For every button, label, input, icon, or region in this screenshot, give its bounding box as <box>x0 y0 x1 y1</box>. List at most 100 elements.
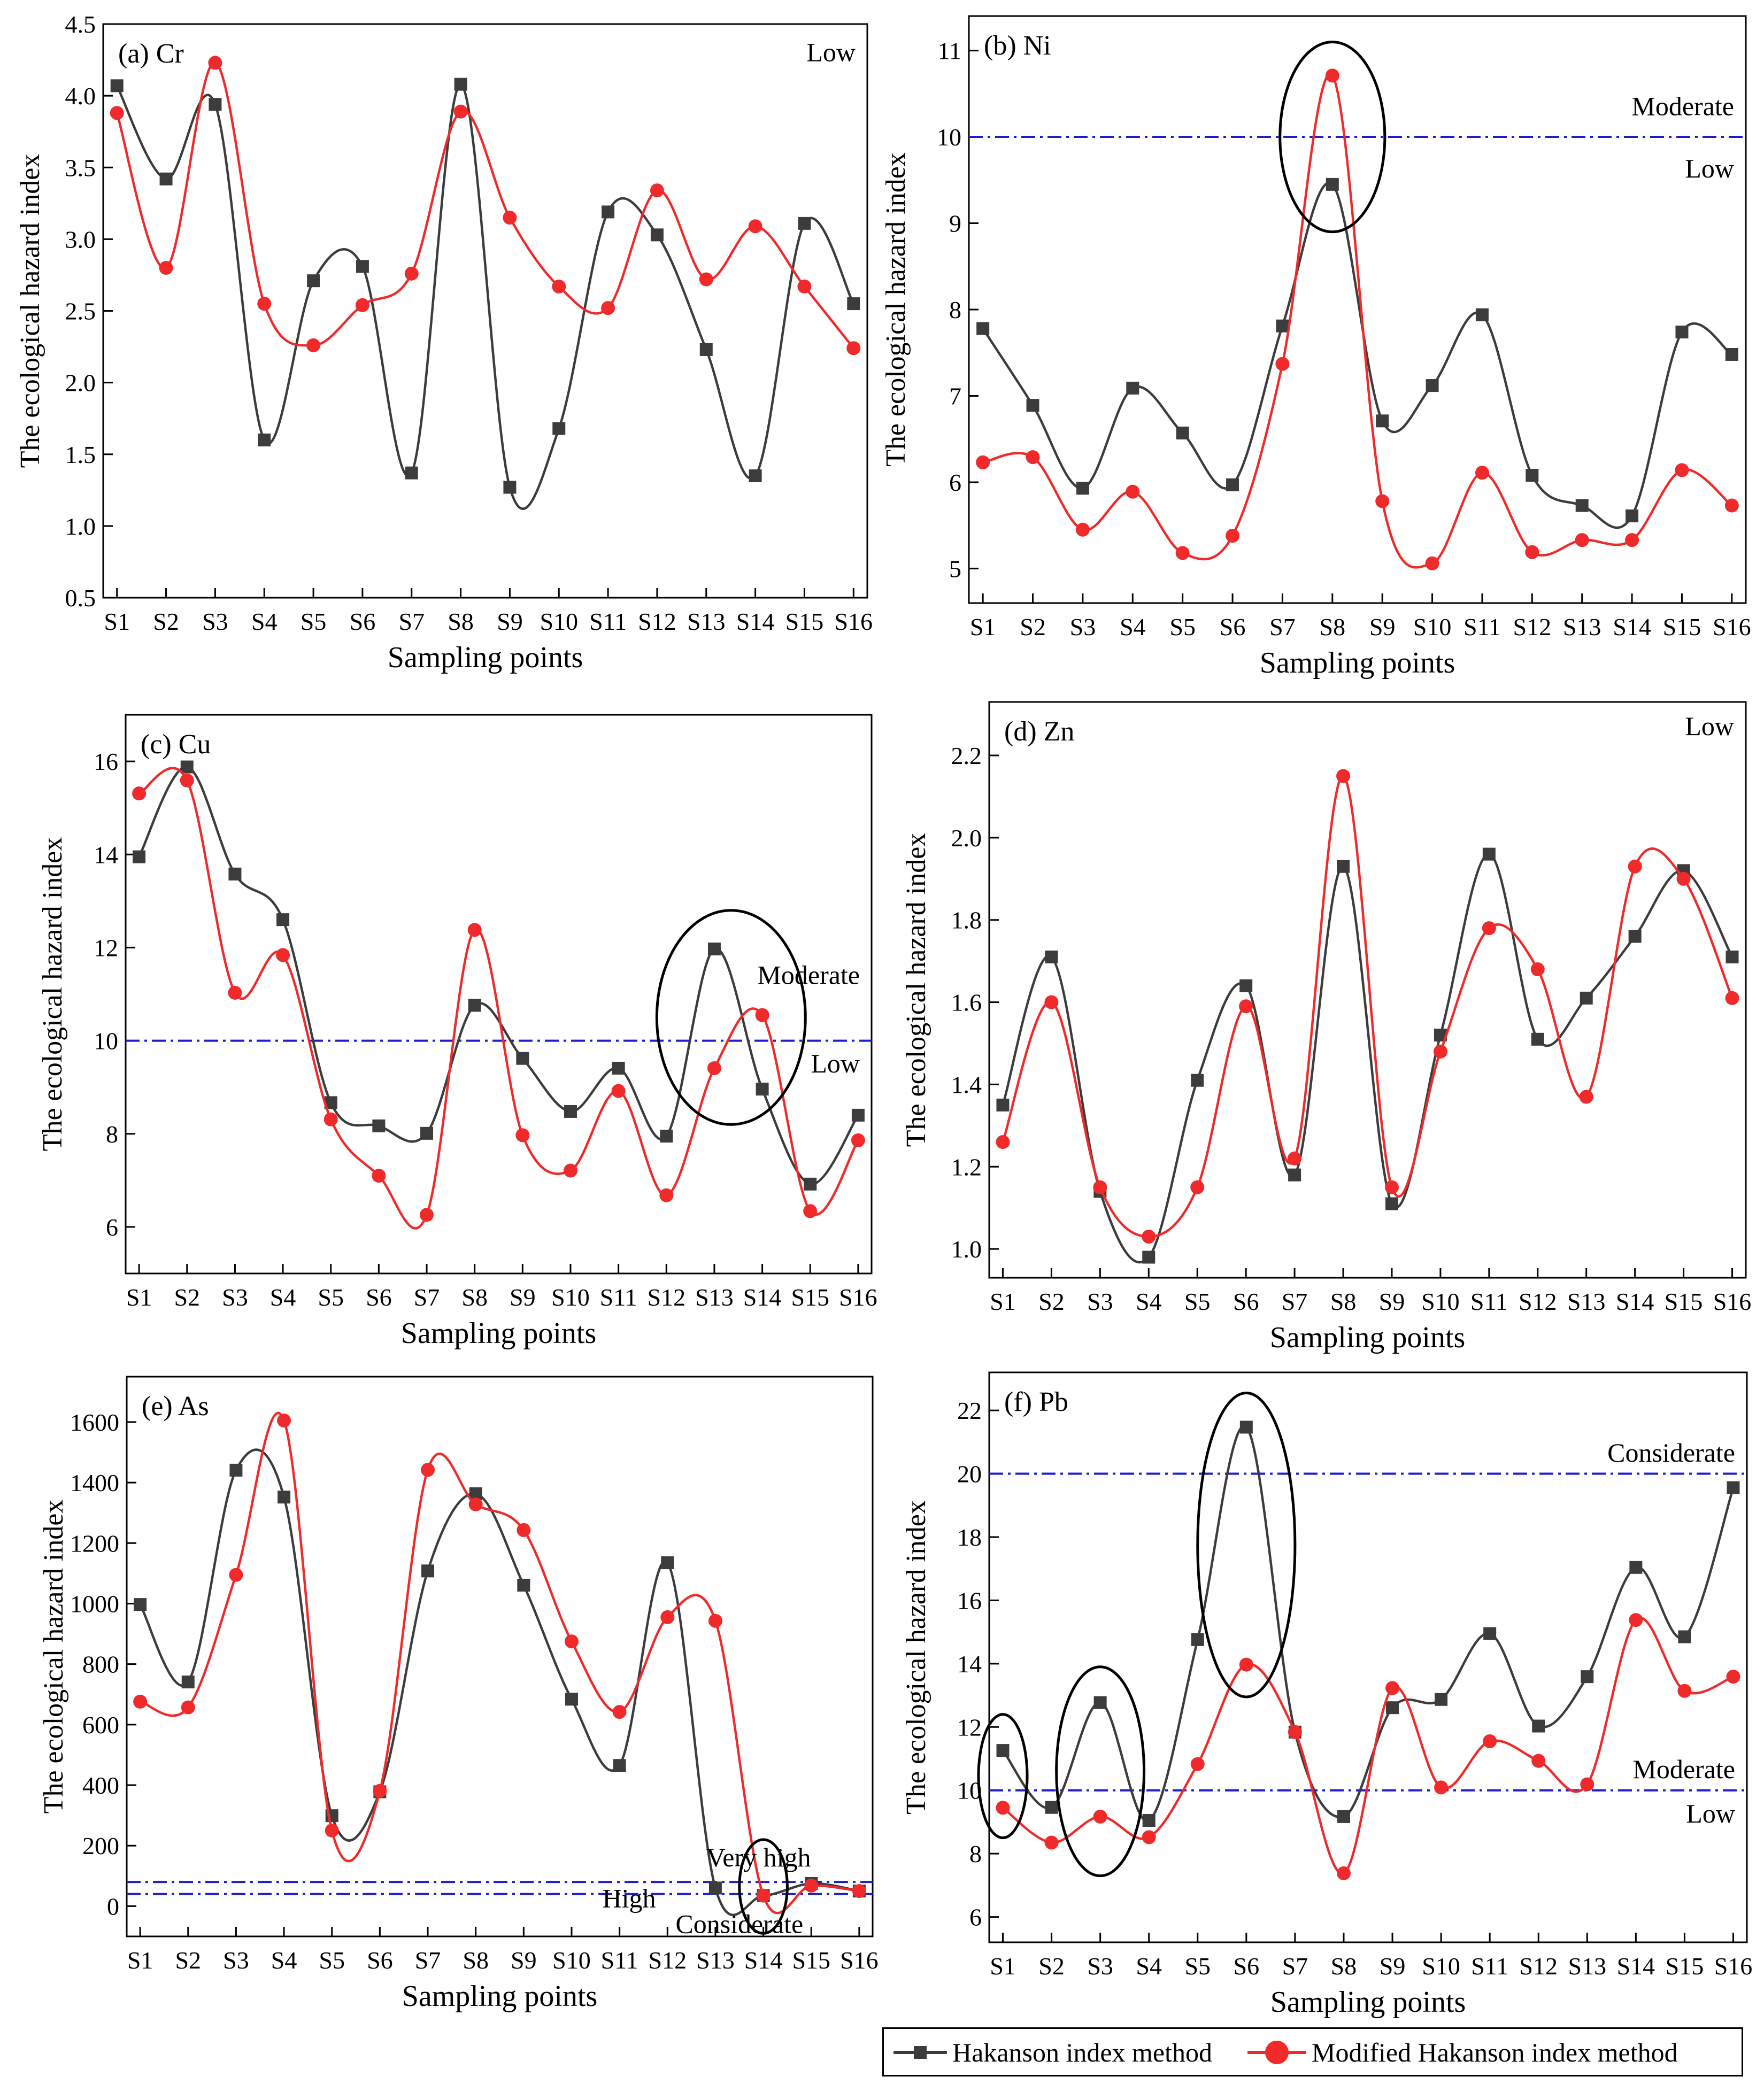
hakanson-point-s13 <box>1575 499 1589 512</box>
level-label-low: Low <box>1685 711 1734 741</box>
modified-point-s3 <box>208 56 222 70</box>
modified-point-s5 <box>306 338 321 352</box>
modified-point-s8 <box>1336 769 1351 783</box>
hakanson-point-s11 <box>612 1061 625 1075</box>
modified-point-s15 <box>1676 871 1691 886</box>
modified-point-s8 <box>453 104 468 119</box>
hakanson-point-s1 <box>134 1598 147 1611</box>
modified-point-s12 <box>659 1188 674 1202</box>
y-tick-label: 3.5 <box>65 154 96 181</box>
modified-point-s15 <box>797 279 812 294</box>
y-axis-title: The ecological hazard index <box>38 1500 69 1814</box>
hakanson-point-s13 <box>707 943 721 956</box>
hakanson-point-s9 <box>516 1052 529 1065</box>
modified-point-s1 <box>132 786 147 801</box>
y-tick-label: 1.8 <box>951 907 982 934</box>
modified-point-s14 <box>748 219 762 234</box>
x-tick-label-s3: S3 <box>202 608 228 635</box>
x-tick-label-s8: S8 <box>1320 613 1346 640</box>
hakanson-point-s1 <box>996 1744 1010 1757</box>
hakanson-point-s12 <box>650 228 664 242</box>
modified-point-s5 <box>1190 1180 1205 1194</box>
y-tick-label: 0 <box>107 1893 119 1920</box>
panel-a-cr-chart: 0.5 1.0 1.5 2.0 2.5 3.0 3.5 4.0 4.5 S1 S2 S3 S4 S5 S6 S… <box>15 11 873 674</box>
modified-point-s7 <box>1288 1151 1302 1165</box>
modified-series-line <box>138 767 859 1230</box>
hakanson-point-s1 <box>133 850 146 863</box>
legend-hakanson-label: Hakanson index method <box>952 2037 1213 2067</box>
y-tick-label: 1400 <box>70 1469 119 1496</box>
modified-point-s1 <box>110 106 124 120</box>
x-tick-label-s16: S16 <box>1713 613 1751 640</box>
modified-point-s3 <box>228 985 242 1000</box>
modified-point-s16 <box>851 1133 865 1147</box>
modified-point-s14 <box>756 1888 771 1903</box>
panel-c-cu-chart: 6 8 10 12 14 16 S1 S2 S3 S4 S5 S6 S7 S8 S9 S10 S11 S12 S13… <box>37 714 877 1350</box>
x-tick-label-s4: S4 <box>271 1947 297 1974</box>
x-tick-label-s9: S9 <box>511 1947 537 1974</box>
level-label-considerate: Considerate <box>1607 1438 1735 1468</box>
modified-series-line <box>140 1411 860 1915</box>
hakanson-point-s3 <box>209 98 222 111</box>
hakanson-point-s4 <box>278 1491 291 1504</box>
hakanson-point-s3 <box>228 867 242 881</box>
x-tick-label-s10: S10 <box>1413 613 1452 640</box>
hakanson-point-s6 <box>372 1119 386 1132</box>
x-tick-label-s6: S6 <box>1233 1288 1259 1315</box>
modified-point-s9 <box>1385 1681 1400 1695</box>
modified-point-s2 <box>1044 1835 1059 1850</box>
modified-point-s12 <box>1531 1754 1546 1768</box>
hakanson-point-s15 <box>798 217 811 230</box>
x-tick-label-s6: S6 <box>1220 613 1246 640</box>
modified-point-s8 <box>1336 1866 1351 1880</box>
modified-point-s12 <box>1530 962 1545 977</box>
modified-point-s6 <box>372 1169 386 1183</box>
hakanson-point-s6 <box>1239 979 1253 992</box>
panel-b-ni-chart: 5 6 7 8 9 10 11 S1 S2 S3 S4 S5 S6 S7 S8 S9 S10 S11 S12 S13 S… <box>881 15 1751 680</box>
x-tick-label-s14: S14 <box>1613 613 1651 640</box>
modified-point-s2 <box>180 773 194 788</box>
hakanson-point-s4 <box>276 913 290 927</box>
hakanson-point-s16 <box>1725 348 1738 361</box>
x-tick-label-s1: S1 <box>990 1952 1016 1980</box>
x-tick-label-s11: S11 <box>1470 1288 1508 1315</box>
y-tick-label: 12 <box>94 934 118 961</box>
modified-point-s4 <box>277 1414 291 1428</box>
highlight-ellipse-3 <box>1196 1391 1297 1699</box>
hakanson-point-s2 <box>180 760 194 774</box>
y-tick-label: 22 <box>957 1397 982 1424</box>
x-tick-label-s12: S12 <box>1519 1952 1558 1980</box>
x-tick-label-s12: S12 <box>1513 613 1552 640</box>
modified-point-s5 <box>323 1112 338 1126</box>
x-tick-label-s16: S16 <box>840 1947 879 1974</box>
hakanson-point-s14 <box>756 1083 769 1096</box>
highlight-ellipse-2 <box>1055 1665 1146 1878</box>
x-tick-label-s7: S7 <box>398 608 425 635</box>
legend: Hakanson index method Modified Hakanson … <box>882 2027 1743 2076</box>
y-tick-label: 20 <box>957 1461 982 1488</box>
y-tick-label: 2.0 <box>65 369 96 397</box>
modified-point-s3 <box>1075 522 1090 537</box>
modified-point-s2 <box>181 1700 195 1715</box>
highlight-ellipse-1 <box>655 909 807 1126</box>
hakanson-point-s16 <box>1727 1481 1740 1494</box>
x-tick-label-s2: S2 <box>1038 1288 1065 1315</box>
x-tick-label-s9: S9 <box>1379 1288 1405 1315</box>
panel-label: (c) Cu <box>141 729 211 760</box>
x-tick-label-s9: S9 <box>1369 613 1396 640</box>
hakanson-point-s14 <box>1629 1561 1643 1574</box>
modified-point-s10 <box>1434 1780 1449 1795</box>
x-tick-label-s4: S4 <box>1120 613 1146 640</box>
x-tick-label-s5: S5 <box>1169 613 1196 640</box>
y-tick-label: 1.0 <box>951 1236 982 1263</box>
modified-point-s9 <box>1384 1180 1399 1194</box>
hakanson-series-line <box>138 766 859 1186</box>
x-axis-title: Sampling points <box>388 641 583 674</box>
y-tick-label: 4.0 <box>65 82 96 110</box>
y-tick-label: 3.0 <box>65 226 96 253</box>
x-axis-title: Sampling points <box>401 1317 597 1350</box>
hakanson-point-s8 <box>1337 860 1350 873</box>
modified-point-s9 <box>515 1128 530 1143</box>
modified-point-s6 <box>355 298 369 312</box>
